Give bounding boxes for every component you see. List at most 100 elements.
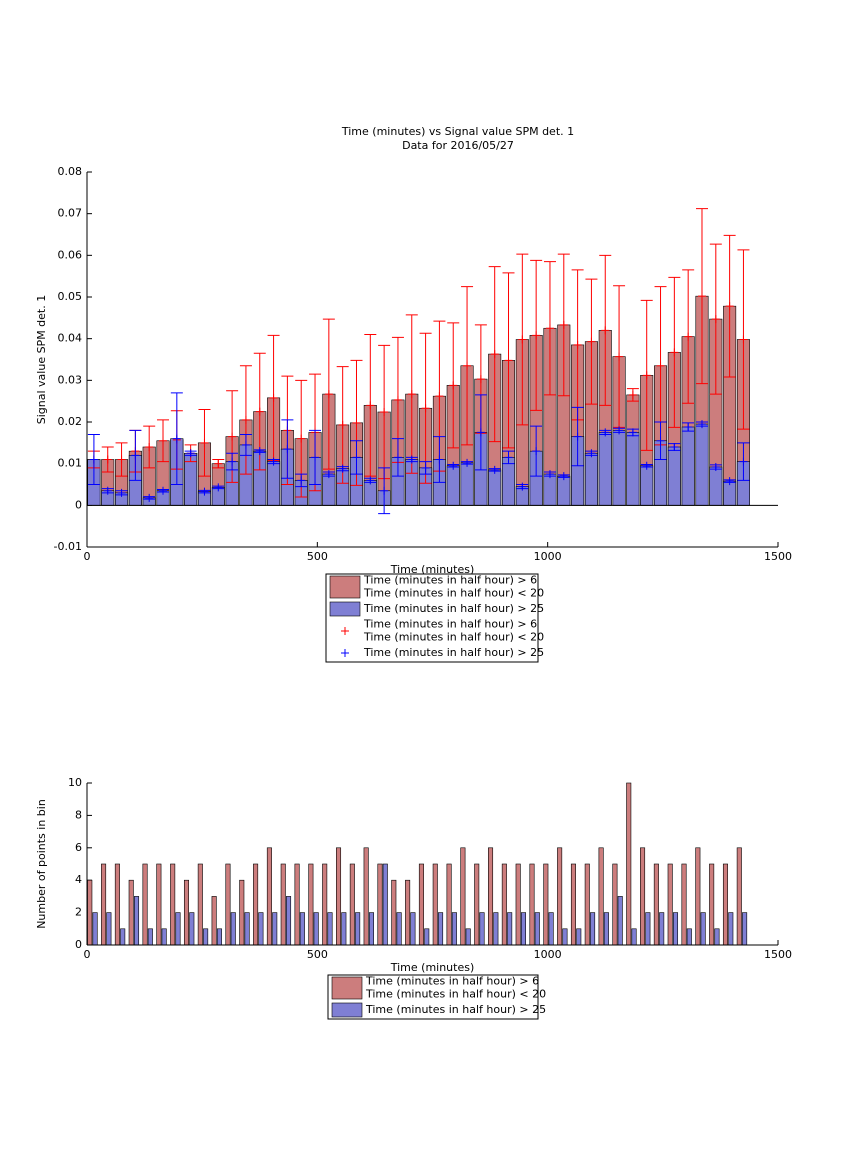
y-tick-label: 0.03 [58,373,83,386]
point-marker [269,457,278,466]
point-marker [545,470,554,479]
bar [598,432,612,506]
chart-title: Time (minutes) vs Signal value SPM det. … [341,125,574,138]
legend-swatch [329,601,361,617]
bar [216,928,222,946]
bar [640,847,646,946]
bar [501,863,507,946]
point-marker [490,350,499,359]
y-tick-label: 0.08 [58,165,83,178]
legend-label: Time (minutes in half hour) > 6 Time (min… [363,574,544,600]
bar [612,430,626,506]
point-marker [89,455,98,464]
point-marker [435,455,444,464]
y-tick-label: 0.01 [58,457,83,470]
point-marker [490,465,499,474]
bar [327,912,333,946]
point-marker [670,443,679,451]
point-marker [559,472,568,481]
point-marker [200,487,209,496]
y-tick-label: 4 [75,873,82,886]
bar [438,912,444,946]
bar [147,928,153,946]
point-marker [214,459,223,468]
bar [493,912,499,946]
bar [534,912,540,946]
point-marker [324,390,333,399]
bar [709,466,723,506]
legend-marker [341,649,349,657]
bar [225,863,231,946]
point-marker [739,335,748,344]
y-tick-label: 0 [75,498,82,511]
point-marker [615,426,624,435]
bar [584,452,598,506]
x-tick-label: 1000 [534,948,562,961]
bar [672,912,679,946]
legend-swatch [331,1002,363,1018]
point-marker [172,434,181,443]
bar [92,912,98,946]
bar [728,912,734,946]
bar [714,928,720,946]
bar [446,863,452,946]
bar [515,863,521,946]
bar [695,847,701,946]
bar [488,847,494,946]
bar [313,912,319,946]
bar [244,912,250,946]
bar [197,863,203,946]
point-marker [159,486,168,495]
bar [410,912,416,946]
bar [570,863,576,946]
point-marker [228,432,237,441]
point-marker [697,292,706,301]
bar [382,863,388,946]
bar [626,432,640,506]
legend-label: Time (minutes in half hour) > 6 Time (min… [365,975,546,1001]
bar [87,879,93,946]
bar [460,462,474,506]
bar [363,847,369,946]
bar [557,847,563,946]
bar [722,863,728,946]
bar [543,473,557,506]
bar [418,863,424,946]
point-marker [656,436,665,445]
chart-subtitle: Data for 2016/05/27 [402,139,514,152]
legend-swatch [329,575,361,599]
point-marker [476,375,485,384]
bar [142,863,148,946]
bar [280,863,286,946]
point-marker [463,361,472,370]
point-marker [532,331,541,340]
point-marker [380,408,389,416]
bar [336,847,342,946]
bar [377,863,383,946]
y-tick-label: 0.02 [58,415,83,428]
bar [286,896,292,946]
bar [183,879,190,946]
bar [170,863,176,946]
bar [175,912,181,946]
y-tick-label: 0.04 [58,332,83,345]
point-marker [711,463,720,471]
point-marker [725,302,734,311]
bar [134,896,140,946]
point-marker [628,390,637,399]
bar [742,912,748,946]
bar [156,863,162,946]
bar [451,912,457,946]
bar [161,928,167,946]
point-marker [200,438,209,447]
bar [266,847,272,946]
y-tick-label: 0.05 [58,290,83,303]
point-marker [117,455,126,464]
bar [700,912,706,946]
point-marker [407,455,416,464]
bar [474,863,480,946]
bar [424,928,430,946]
bar [106,912,112,946]
bar [667,446,681,506]
point-marker [269,393,278,402]
